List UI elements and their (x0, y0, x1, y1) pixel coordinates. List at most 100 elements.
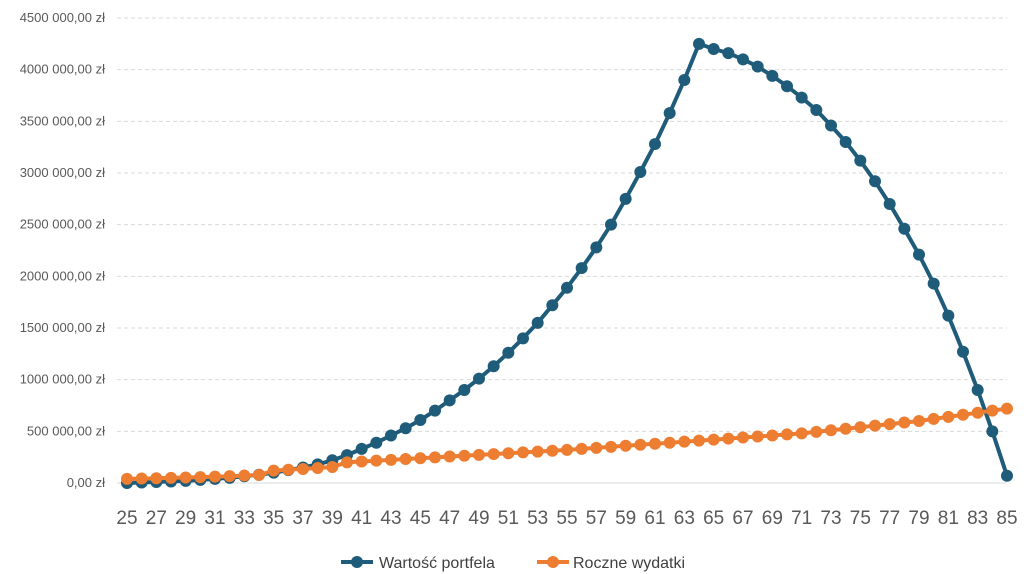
y-tick-label: 1500 000,00 zł (20, 320, 105, 335)
data-point (443, 450, 456, 463)
data-point (883, 418, 896, 431)
x-tick-label: 71 (791, 508, 812, 529)
data-point (854, 421, 867, 434)
data-point (927, 412, 940, 425)
y-tick-label: 2500 000,00 zł (20, 217, 105, 232)
data-point (795, 91, 808, 104)
x-tick-label: 35 (263, 508, 284, 529)
data-point (825, 424, 837, 437)
data-point (913, 415, 925, 427)
x-tick-label: 83 (967, 508, 988, 529)
data-point (531, 445, 544, 458)
x-tick-label: 67 (732, 508, 753, 529)
data-point (751, 430, 764, 443)
data-point (927, 277, 940, 290)
x-tick-label: 33 (234, 508, 255, 529)
data-point (751, 60, 764, 73)
data-point (634, 438, 647, 451)
gridlines (117, 17, 1007, 484)
data-point (502, 447, 515, 460)
x-tick-label: 27 (146, 508, 167, 529)
data-point (267, 464, 280, 477)
x-tick-label: 25 (116, 508, 137, 529)
data-point (179, 471, 192, 484)
data-point (429, 451, 441, 464)
data-point (429, 404, 441, 417)
data-point (121, 472, 133, 485)
data-point (810, 425, 823, 438)
legend-swatch-marker (351, 556, 363, 568)
data-point (707, 433, 720, 446)
data-point (370, 436, 383, 449)
data-point (414, 452, 427, 465)
legend-label: Wartość portfela (379, 555, 495, 572)
x-tick-label: 37 (292, 508, 313, 529)
data-point (194, 471, 207, 484)
data-point (883, 198, 896, 210)
y-tick-label: 3000 000,00 zł (20, 165, 105, 180)
data-point (473, 448, 485, 461)
data-point (517, 332, 529, 345)
data-point (810, 103, 823, 116)
series-line (126, 41, 1009, 485)
y-tick-label: 2000 000,00 zł (20, 268, 105, 283)
data-point (971, 406, 984, 419)
data-point (487, 448, 500, 461)
data-point (355, 455, 368, 468)
data-point (619, 192, 632, 205)
x-tick-label: 49 (468, 508, 489, 529)
data-point (165, 471, 177, 484)
data-point (986, 425, 999, 438)
x-tick-label: 63 (674, 508, 695, 529)
data-point (443, 394, 456, 407)
data-point (326, 460, 339, 473)
data-point (795, 427, 808, 440)
data-point (693, 434, 705, 447)
x-tick-label: 43 (380, 508, 401, 529)
legend: Wartość portfela Roczne wydatki (341, 555, 685, 572)
legend-label: Roczne wydatki (573, 555, 685, 572)
data-point (649, 437, 661, 450)
data-point (341, 456, 353, 469)
data-point (678, 74, 691, 86)
data-point (722, 432, 735, 445)
x-tick-label: 51 (498, 508, 519, 529)
series-portfolio-value (121, 37, 1013, 489)
data-point (737, 431, 749, 444)
data-point (370, 454, 383, 467)
data-point (458, 449, 471, 462)
x-tick-label: 65 (703, 508, 724, 529)
data-point (898, 222, 911, 235)
series-annual-expenses (121, 402, 1013, 485)
data-point (869, 175, 881, 188)
x-tick-label: 79 (908, 508, 929, 529)
x-tick-label: 75 (850, 508, 871, 529)
data-point (590, 241, 603, 254)
series-group (121, 37, 1013, 489)
data-point (238, 469, 251, 482)
x-tick-label: 47 (439, 508, 460, 529)
data-point (546, 299, 559, 312)
y-tick-label: 4500 000,00 zł (20, 10, 105, 25)
data-point (209, 470, 221, 483)
data-point (707, 43, 720, 55)
x-tick-label: 85 (996, 508, 1017, 529)
x-tick-label: 81 (938, 508, 959, 529)
data-point (913, 248, 925, 261)
x-tick-label: 69 (762, 508, 783, 529)
data-point (223, 470, 236, 483)
data-point (781, 80, 793, 93)
data-point (766, 69, 779, 82)
data-point (942, 309, 955, 322)
data-point (1001, 469, 1013, 482)
data-point (869, 419, 881, 432)
data-point (590, 441, 603, 454)
x-tick-label: 77 (879, 508, 900, 529)
data-point (135, 472, 148, 485)
y-axis: 0,00 zł 500 000,00 zł 1000 000,00 zł 1500 0… (20, 10, 105, 490)
data-point (663, 436, 676, 449)
data-point (502, 346, 515, 359)
x-tick-label: 29 (175, 508, 196, 529)
